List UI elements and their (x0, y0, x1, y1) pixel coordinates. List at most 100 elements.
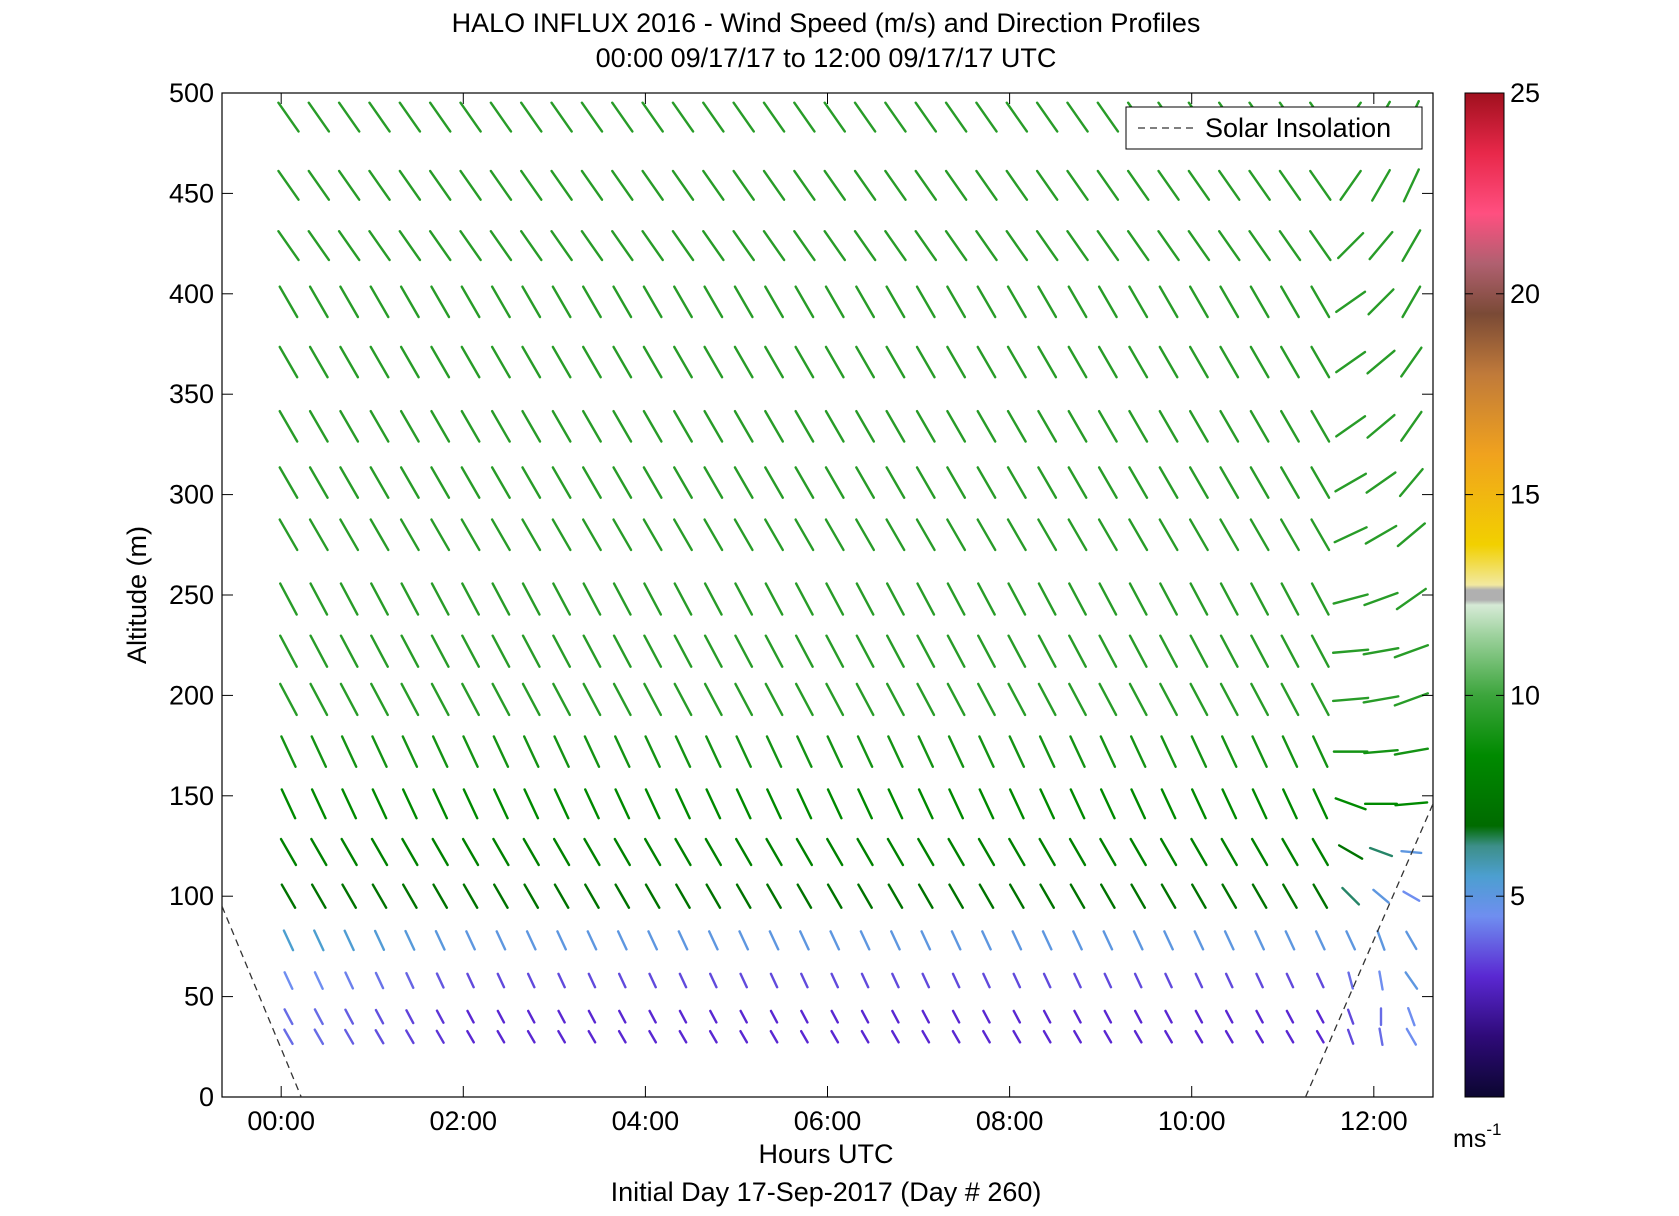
wind-vector (1007, 634, 1027, 668)
wind-vector (373, 929, 386, 952)
wind-vector (1254, 930, 1265, 951)
wind-vector (796, 788, 813, 820)
wind-vector (673, 409, 693, 443)
wind-vector (1220, 837, 1238, 867)
wind-vector (703, 582, 723, 616)
wind-vector (1279, 345, 1300, 379)
wind-vector (280, 735, 297, 768)
wind-vector (400, 634, 420, 668)
wind-vector (611, 169, 634, 201)
wind-vector (1312, 883, 1329, 909)
wind-vector (1037, 634, 1057, 668)
wind-vector (1310, 634, 1330, 668)
wind-vector (490, 466, 511, 499)
wind-vector (647, 930, 659, 951)
wind-vector (551, 518, 572, 552)
wind-vector (1312, 735, 1329, 768)
wind-vector (279, 582, 298, 616)
wind-vector (1393, 644, 1430, 659)
wind-vector (526, 972, 536, 989)
wind-vector (1278, 230, 1302, 262)
wind-vector (461, 682, 480, 717)
wind-vector (673, 466, 693, 499)
wind-vector (491, 582, 511, 616)
wind-vector (310, 883, 327, 909)
colorbar-tick-label: 20 (1510, 279, 1540, 309)
wind-vector (709, 972, 718, 989)
wind-vector (1335, 415, 1367, 438)
wind-vector (644, 883, 661, 909)
wind-vector (344, 1028, 355, 1045)
wind-vector (673, 582, 693, 616)
wind-vector (1041, 930, 1053, 951)
wind-vector (307, 169, 331, 201)
wind-vector (1188, 466, 1209, 499)
wind-vector (1157, 169, 1180, 201)
wind-vector (1042, 1029, 1052, 1044)
wind-vector (1097, 285, 1118, 319)
wind-vector (550, 169, 573, 201)
wind-vector (1280, 582, 1300, 616)
wind-vector (641, 169, 664, 201)
wind-vector (1097, 518, 1118, 552)
wind-vector (678, 1009, 688, 1024)
wind-vector (496, 1029, 506, 1044)
wind-vector (1316, 1009, 1325, 1024)
wind-vector (1132, 930, 1144, 951)
wind-vector (642, 285, 663, 319)
wind-vector (675, 788, 691, 820)
wind-vector (521, 466, 542, 499)
wind-vector (368, 101, 391, 133)
wind-vector (1346, 1028, 1355, 1045)
wind-vector (769, 1009, 779, 1024)
y-tick-label: 500 (169, 78, 214, 108)
wind-vector (1366, 349, 1396, 375)
wind-vector (823, 101, 846, 133)
wind-vector (519, 101, 543, 133)
wind-vector (278, 285, 299, 319)
wind-vector (671, 101, 695, 133)
wind-vector (462, 788, 479, 820)
wind-vector (1249, 518, 1270, 552)
wind-vector (823, 230, 846, 262)
wind-vector (673, 518, 693, 552)
wind-vector (857, 883, 873, 909)
wind-vector (1035, 169, 1059, 201)
wind-vector (280, 788, 297, 820)
wind-vector (1160, 788, 1177, 820)
wind-vector (1158, 466, 1179, 499)
wind-vector (552, 682, 572, 717)
wind-vector (1037, 682, 1057, 717)
y-axis: 0 50 100 150 200 250 300 350 400 450 500 (169, 78, 1433, 1112)
wind-vector (982, 1009, 991, 1024)
wind-vector (337, 230, 361, 262)
wind-vector (428, 230, 452, 262)
wind-vector (309, 682, 329, 717)
wind-vector (671, 169, 695, 201)
wind-vector (1100, 883, 1116, 909)
wind-vector (1400, 410, 1423, 442)
wind-vector (430, 634, 450, 668)
wind-vector (307, 101, 331, 133)
wind-vector (612, 285, 633, 319)
wind-vector (673, 634, 693, 668)
wind-vector (1362, 695, 1400, 704)
wind-vector (1158, 285, 1179, 319)
wind-vector (551, 345, 572, 379)
wind-vector (734, 682, 754, 717)
wind-vector (1096, 169, 1120, 201)
wind-vector (584, 883, 600, 909)
wind-vector (1398, 467, 1424, 498)
wind-vector (1188, 285, 1209, 319)
wind-vector (1194, 1029, 1204, 1044)
wind-vector (946, 634, 966, 668)
wind-vector (1249, 345, 1270, 379)
colorbar-tick-label: 5 (1510, 881, 1525, 911)
wind-vector (496, 972, 506, 989)
wind-vector (703, 682, 723, 717)
wind-vector (734, 634, 754, 668)
wind-vector (1130, 883, 1147, 909)
wind-vector (678, 1029, 688, 1044)
wind-vector (460, 466, 481, 499)
